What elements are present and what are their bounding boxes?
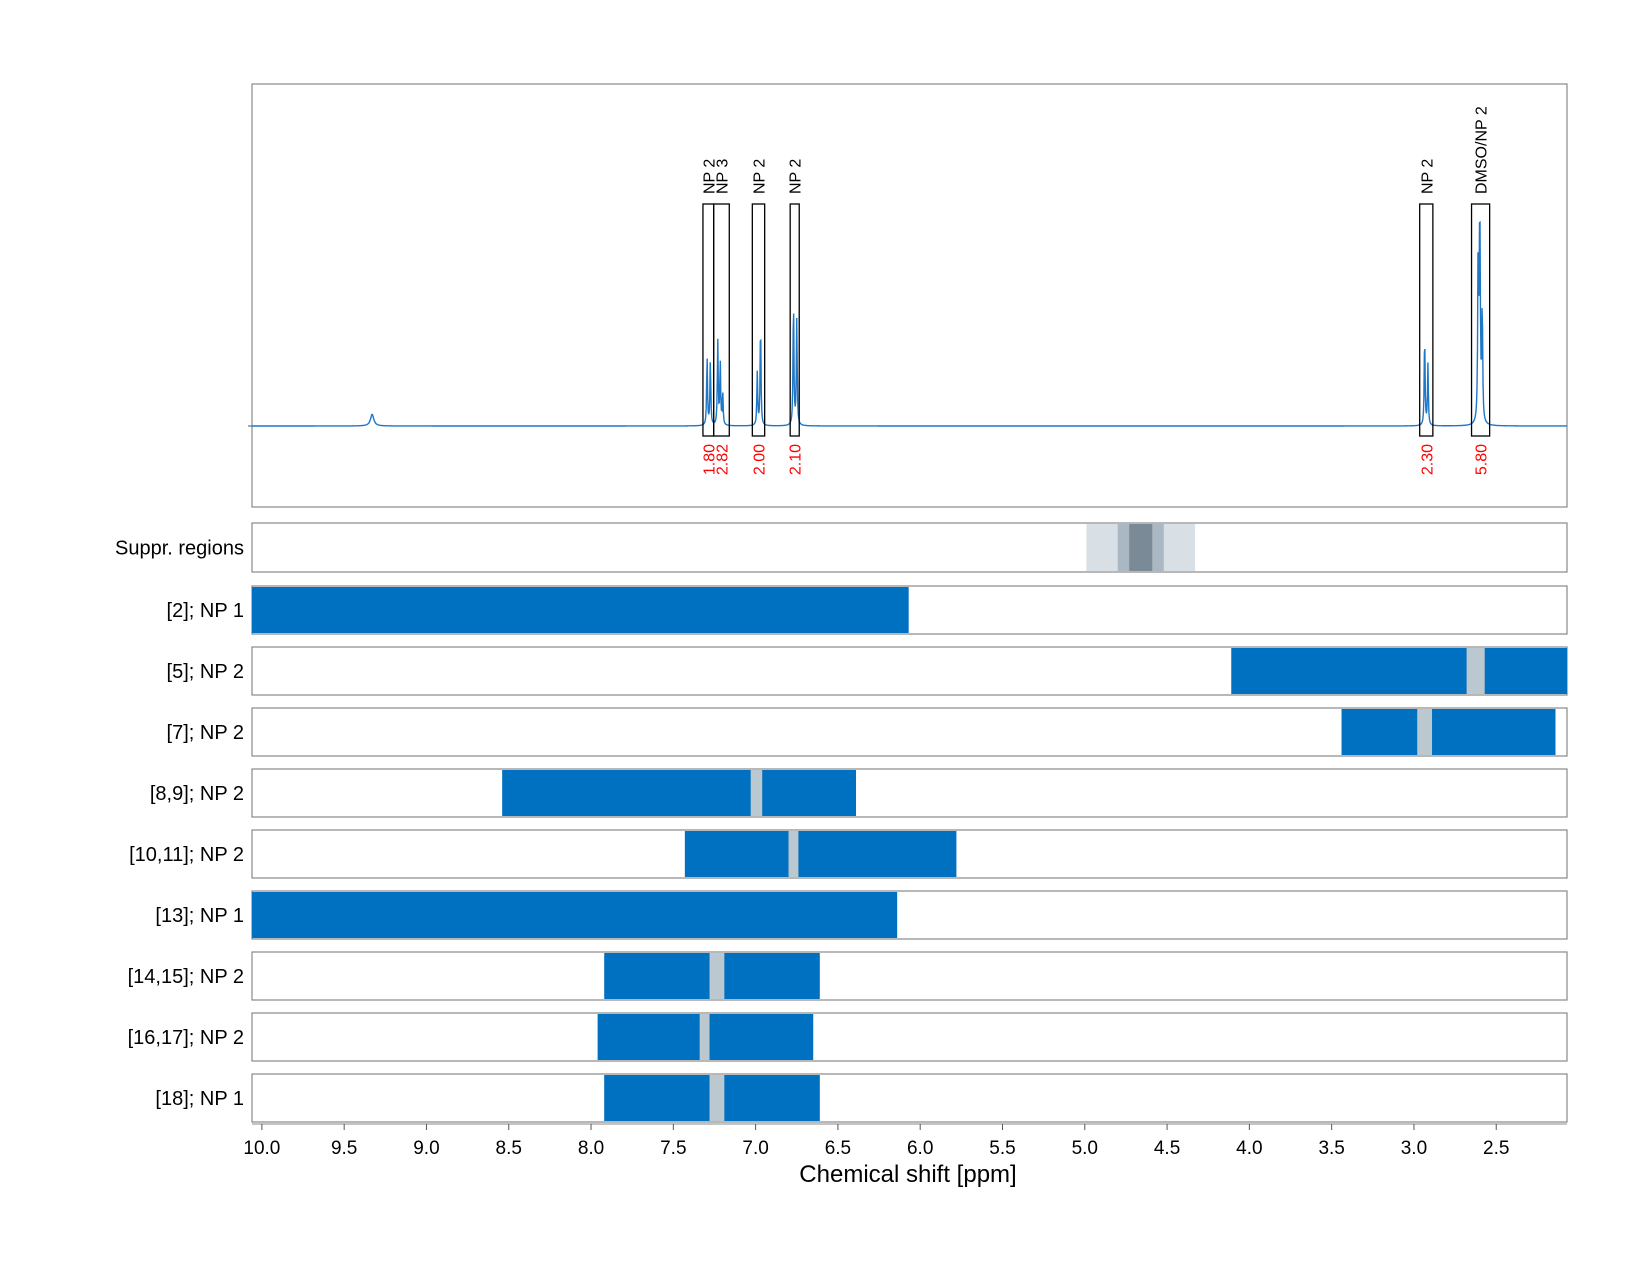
integral-assignment-label: NP 2	[701, 159, 718, 194]
range-gap	[788, 831, 799, 877]
range-rows: [2]; NP 1 [5]; NP 2 [7]; NP 2 [8,9]; NP 2 [1…	[128, 585, 1568, 1123]
x-tick-label: 8.5	[496, 1138, 522, 1159]
range-row-label: [13]; NP 1	[155, 905, 244, 927]
x-tick-label: 3.5	[1318, 1138, 1344, 1159]
integral-box	[1470, 203, 1491, 437]
range-row: [5]; NP 2	[167, 646, 1568, 696]
range-row-label: [5]; NP 2	[167, 661, 244, 683]
suppression-label: Suppr. regions	[115, 538, 244, 560]
range-gap	[750, 770, 763, 816]
integral-box	[789, 203, 800, 437]
x-tick-label: 6.5	[825, 1138, 851, 1159]
x-tick-label: 5.5	[989, 1138, 1015, 1159]
x-tick-label: 10.0	[243, 1138, 280, 1159]
suppression-panel: Suppr. regions	[115, 522, 1568, 573]
integral-box	[712, 203, 730, 437]
integral-assignment-label: NP 2	[1419, 159, 1436, 194]
range-row-label: [8,9]; NP 2	[150, 783, 244, 805]
x-axis: 10.0 9.5 9.0 8.5 8.0 7.5 7.0 6.5 6.0 5.5 5.0 4.5 4.0…	[243, 1123, 1567, 1159]
range-row-label: [18]; NP 1	[155, 1088, 244, 1110]
integral-value-label: 5.80	[1474, 444, 1491, 475]
range-row-frame	[251, 951, 1568, 1001]
x-tick-label: 7.0	[742, 1138, 768, 1159]
range-row-label: [10,11]; NP 2	[129, 844, 244, 866]
range-row-frame	[251, 1073, 1568, 1123]
suppression-region	[1129, 524, 1153, 571]
x-tick-label: 5.0	[1072, 1138, 1098, 1159]
range-bar	[502, 770, 857, 816]
range-gap	[709, 1075, 725, 1121]
range-bar	[684, 831, 957, 877]
range-row-label: [7]; NP 2	[167, 722, 244, 744]
integral-assignment-label: NP 2	[788, 159, 805, 194]
range-row-frame	[251, 768, 1568, 818]
x-tick-label: 9.0	[413, 1138, 439, 1159]
range-bar	[1341, 709, 1556, 755]
range-gap	[1417, 709, 1433, 755]
x-tick-label: 4.0	[1236, 1138, 1262, 1159]
range-row-frame	[251, 1012, 1568, 1062]
spectrum-line	[252, 220, 1567, 427]
range-row-label: [16,17]; NP 2	[128, 1027, 244, 1049]
range-row: [8,9]; NP 2	[150, 768, 1568, 818]
x-tick-label: 7.5	[660, 1138, 686, 1159]
range-row: [7]; NP 2	[167, 707, 1568, 757]
range-bar	[252, 892, 898, 938]
range-row: [18]; NP 1	[155, 1073, 1568, 1123]
range-row: [2]; NP 1	[167, 585, 1568, 635]
x-tick-label: 2.5	[1483, 1138, 1509, 1159]
integral-value-label: 1.80	[701, 444, 718, 475]
range-bar	[252, 587, 909, 633]
spectrum-panel: NP 2 1.80 NP 3 2.82 NP 2 2.00 NP 2 2.10 NP 2 2.30…	[248, 83, 1568, 508]
integral-assignment-label: NP 2	[751, 159, 768, 194]
integral-box	[751, 203, 766, 437]
x-tick-label: 4.5	[1154, 1138, 1180, 1159]
integral-value-label: 2.10	[788, 444, 805, 475]
x-tick-label: 9.5	[331, 1138, 357, 1159]
range-row: [10,11]; NP 2	[129, 829, 1568, 879]
integral-value-label: 2.00	[751, 444, 768, 475]
range-row-label: [14,15]; NP 2	[128, 966, 244, 988]
range-bar	[1231, 648, 1567, 694]
range-gap	[699, 1014, 710, 1060]
integral-value-label: 2.82	[714, 444, 731, 475]
range-row: [13]; NP 1	[155, 890, 1568, 940]
x-tick-label: 8.0	[578, 1138, 604, 1159]
range-gap	[1466, 648, 1485, 694]
x-tick-label: 6.0	[907, 1138, 933, 1159]
x-tick-label: 3.0	[1401, 1138, 1427, 1159]
range-row: [16,17]; NP 2	[128, 1012, 1568, 1062]
range-gap	[709, 953, 725, 999]
x-axis-label: Chemical shift [ppm]	[799, 1161, 1016, 1188]
spectrum-frame	[251, 83, 1568, 508]
range-row: [14,15]; NP 2	[128, 951, 1568, 1001]
suppression-frame	[251, 522, 1568, 573]
integral-assignment-label: DMSO/NP 2	[1474, 106, 1491, 194]
range-row-label: [2]; NP 1	[167, 600, 244, 622]
integral-box	[1419, 203, 1434, 437]
integral-value-label: 2.30	[1419, 444, 1436, 475]
integral-assignment-label: NP 3	[714, 159, 731, 194]
